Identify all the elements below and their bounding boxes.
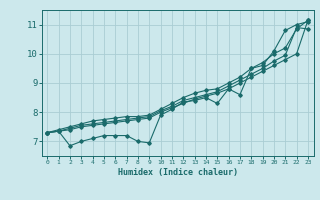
X-axis label: Humidex (Indice chaleur): Humidex (Indice chaleur) [118, 168, 237, 177]
